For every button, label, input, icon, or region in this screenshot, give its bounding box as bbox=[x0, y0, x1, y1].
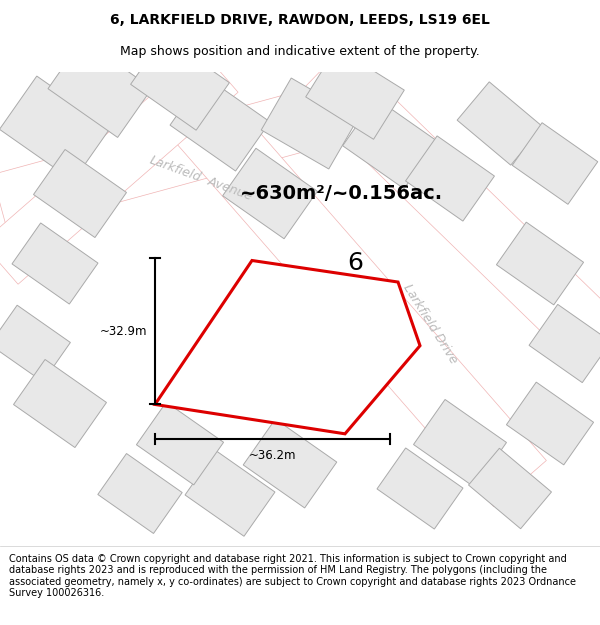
Polygon shape bbox=[457, 82, 543, 165]
Text: Larkfield Drive: Larkfield Drive bbox=[400, 281, 460, 366]
Polygon shape bbox=[34, 149, 127, 238]
Polygon shape bbox=[155, 261, 420, 434]
Polygon shape bbox=[306, 48, 404, 139]
Polygon shape bbox=[131, 37, 229, 130]
Polygon shape bbox=[0, 305, 70, 382]
Polygon shape bbox=[98, 454, 182, 534]
Polygon shape bbox=[12, 223, 98, 304]
Polygon shape bbox=[377, 448, 463, 529]
Polygon shape bbox=[48, 39, 152, 138]
Polygon shape bbox=[0, 51, 238, 284]
Polygon shape bbox=[223, 148, 317, 239]
Polygon shape bbox=[261, 78, 359, 169]
Polygon shape bbox=[136, 402, 224, 485]
Polygon shape bbox=[134, 49, 547, 506]
Polygon shape bbox=[469, 448, 551, 529]
Polygon shape bbox=[406, 136, 494, 221]
Text: 6, LARKFIELD DRIVE, RAWDON, LEEDS, LS19 6EL: 6, LARKFIELD DRIVE, RAWDON, LEEDS, LS19 … bbox=[110, 13, 490, 27]
Polygon shape bbox=[512, 122, 598, 204]
Polygon shape bbox=[170, 76, 270, 171]
Polygon shape bbox=[413, 399, 506, 488]
Text: Contains OS data © Crown copyright and database right 2021. This information is : Contains OS data © Crown copyright and d… bbox=[9, 554, 576, 598]
Text: 6: 6 bbox=[347, 251, 363, 276]
Text: ~630m²/~0.156ac.: ~630m²/~0.156ac. bbox=[240, 184, 443, 203]
Polygon shape bbox=[0, 84, 338, 232]
Polygon shape bbox=[529, 304, 600, 382]
Polygon shape bbox=[14, 359, 106, 448]
Polygon shape bbox=[298, 48, 600, 367]
Text: ~36.2m: ~36.2m bbox=[249, 449, 296, 462]
Polygon shape bbox=[506, 382, 593, 465]
Polygon shape bbox=[496, 222, 584, 305]
Text: Map shows position and indicative extent of the property.: Map shows position and indicative extent… bbox=[120, 45, 480, 58]
Polygon shape bbox=[185, 451, 275, 536]
Polygon shape bbox=[0, 76, 110, 181]
Polygon shape bbox=[343, 98, 437, 189]
Text: Larkfield: Larkfield bbox=[148, 153, 203, 184]
Text: ~32.9m: ~32.9m bbox=[100, 324, 147, 338]
Text: Avenue: Avenue bbox=[206, 174, 254, 203]
Polygon shape bbox=[243, 419, 337, 508]
